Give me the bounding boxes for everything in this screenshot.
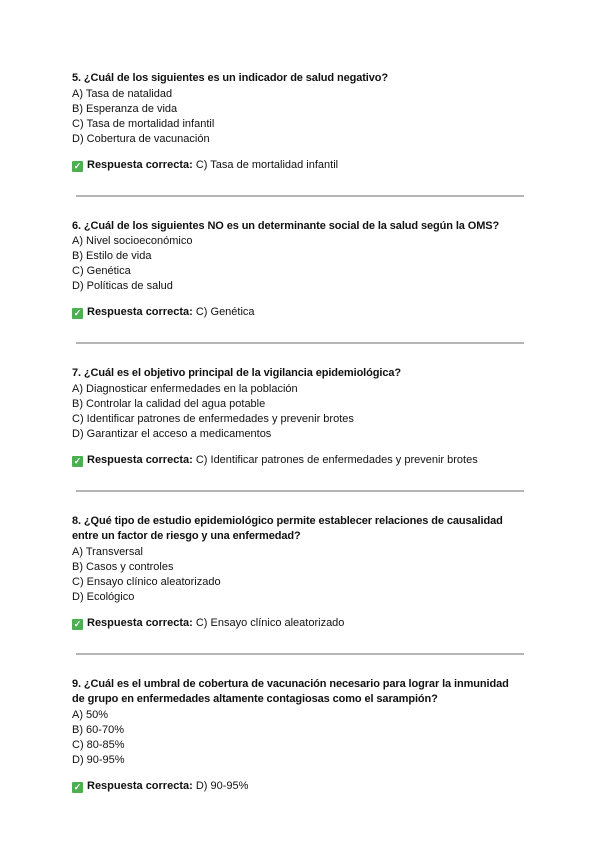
answer-option: B) Esperanza de vida (72, 102, 178, 115)
answer-option: B) Controlar la calidad del agua potable (72, 397, 266, 410)
correct-answer-label: Respuesta correcta: (87, 158, 193, 171)
check-icon: ✓ (72, 455, 83, 467)
question-title: 5. ¿Cuál de los siguientes es un indicad… (72, 72, 389, 84)
document-page: 5. ¿Cuál de los siguientes es un indicad… (72, 71, 524, 794)
answer-option: D) Ecológico (72, 590, 135, 603)
answer-option: D) 90-95% (72, 753, 125, 766)
question-title: 9. ¿Cuál es el umbral de cobertura de va… (72, 677, 509, 706)
correct-answer-value: C) Genética (195, 306, 255, 318)
question-title: 8. ¿Qué tipo de estudio epidemiológico p… (72, 514, 503, 543)
correct-answer-label: Respuesta correcta: (87, 779, 193, 792)
question-block: 6. ¿Cuál de los siguientes NO es un dete… (72, 219, 524, 321)
question-block: 5. ¿Cuál de los siguientes es un indicad… (72, 71, 524, 173)
answer-option: A) Diagnosticar enfermedades en la pobla… (72, 382, 298, 395)
correct-answer: ✓ Respuesta correcta: C) Ensayo clínico a… (72, 616, 524, 631)
question-block: 7. ¿Cuál es el objetivo principal de la … (72, 366, 524, 468)
correct-answer-label: Respuesta correcta: (87, 616, 193, 629)
answer-option: C) Ensayo clínico aleatorizado (72, 575, 221, 588)
check-icon: ✓ (72, 308, 83, 319)
correct-answer: ✓ Respuesta correcta: C) Tasa de mortalid… (72, 158, 524, 173)
answer-option: C) 80-85% (72, 738, 125, 751)
answer-option: A) 50% (72, 708, 109, 721)
answer-option: C) Genética (72, 265, 131, 277)
answer-option: B) Casos y controles (72, 560, 174, 573)
question-title: 6. ¿Cuál de los siguientes NO es un dete… (72, 219, 500, 232)
answer-option: D) Cobertura de vacunación (72, 132, 210, 145)
correct-answer-value: C) Ensayo clínico aleatorizado (195, 616, 345, 629)
correct-answer-value: C) Tasa de mortalidad infantil (195, 158, 339, 171)
correct-answer-value: D) 90-95% (195, 779, 249, 792)
answer-option: A) Transversal (72, 545, 143, 558)
check-icon: ✓ (72, 781, 83, 793)
question-block: 9. ¿Cuál es el umbral de cobertura de va… (72, 677, 524, 794)
correct-answer: ✓ Respuesta correcta: C) Genética (72, 305, 524, 320)
divider (76, 652, 524, 655)
divider (76, 342, 524, 344)
question-title: 7. ¿Cuál es el objetivo principal de la … (72, 367, 401, 379)
answer-option: D) Garantizar el acceso a medicamentos (72, 427, 272, 440)
answer-option: B) 60-70% (72, 723, 124, 736)
check-icon: ✓ (72, 618, 83, 630)
correct-answer-label: Respuesta correcta: (87, 453, 193, 466)
divider (76, 489, 524, 492)
divider (76, 194, 524, 197)
check-icon: ✓ (72, 160, 83, 172)
answer-option: C) Identificar patrones de enfermedades … (72, 412, 354, 425)
answer-option: D) Políticas de salud (72, 280, 173, 292)
question-block: 8. ¿Qué tipo de estudio epidemiológico p… (72, 514, 524, 631)
correct-answer: ✓ Respuesta correcta: D) 90-95% (72, 779, 524, 794)
correct-answer: ✓ Respuesta correcta: C) Identificar patr… (72, 453, 524, 468)
correct-answer-value: C) Identificar patrones de enfermedades … (195, 453, 478, 466)
answer-option: B) Estilo de vida (72, 250, 152, 262)
correct-answer-label: Respuesta correcta: (87, 306, 193, 318)
answer-option: A) Nivel socioeconómico (72, 235, 193, 247)
answer-option: A) Tasa de natalidad (72, 87, 173, 100)
answer-option: C) Tasa de mortalidad infantil (72, 117, 215, 130)
